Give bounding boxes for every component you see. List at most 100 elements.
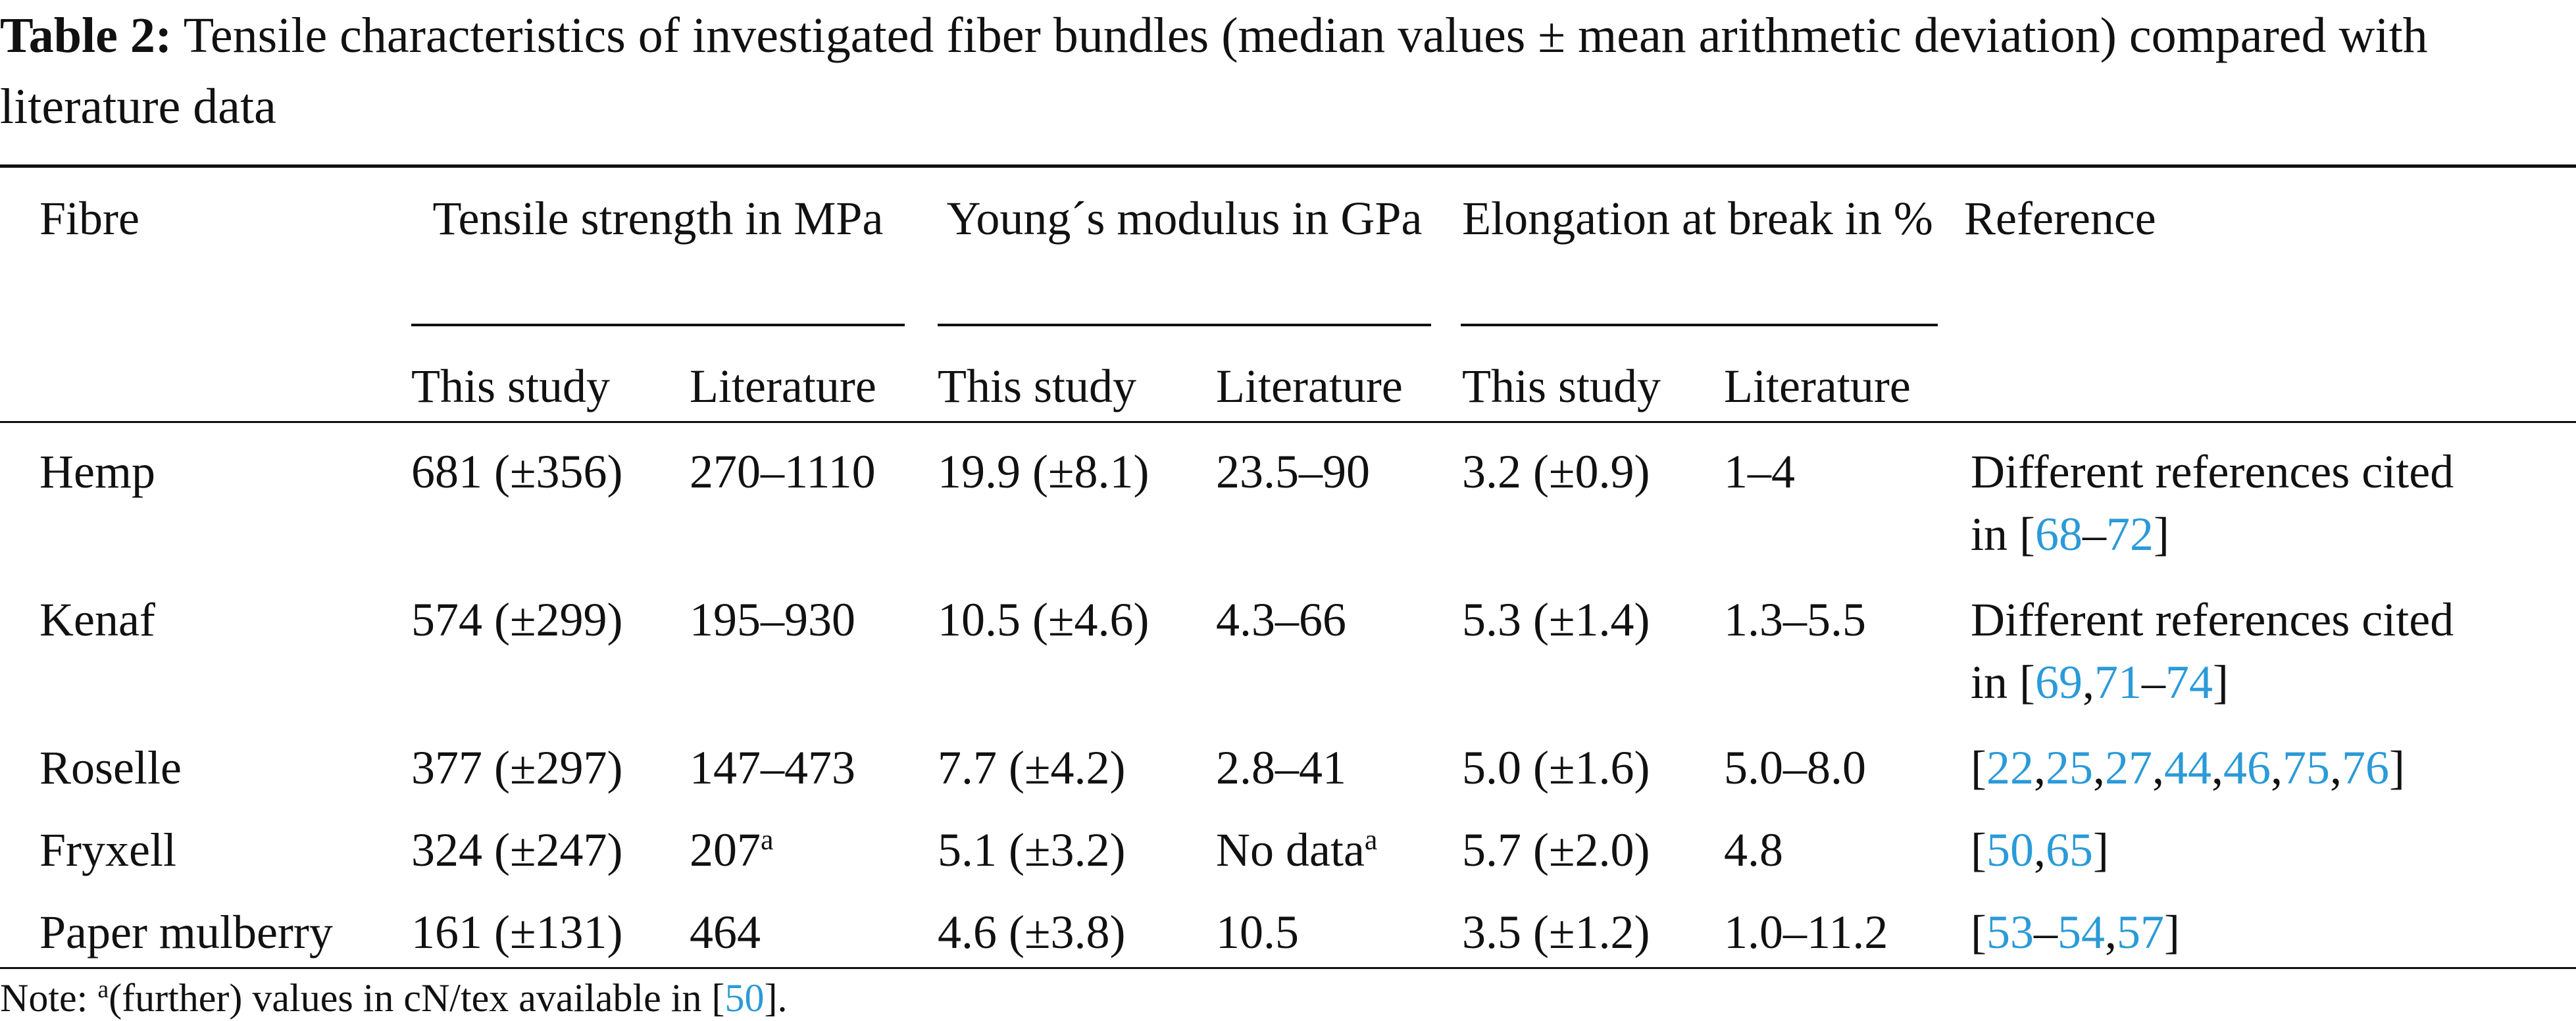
subheader-tensile-lit: Literature <box>690 360 876 412</box>
citation-link[interactable]: 22 <box>1986 741 2034 794</box>
table-caption: Table 2: Tensile characteristics of inve… <box>0 0 2566 142</box>
citation-link[interactable]: 54 <box>2057 906 2105 959</box>
ref-separator: , <box>2211 741 2223 794</box>
caption-label: Table 2: <box>0 8 172 63</box>
ref-separator: , <box>2082 656 2094 709</box>
ref-close: ] <box>2163 906 2180 959</box>
citation-link[interactable]: 74 <box>2165 656 2213 709</box>
ref-separator: – <box>2141 656 2165 709</box>
ref-line2-prefix: in [ <box>1971 508 2035 560</box>
row-fryxell-ym-lit: No dataa <box>1216 819 1377 882</box>
young-group-rule <box>938 324 1431 326</box>
ref-separator: , <box>2329 741 2342 794</box>
row-fryxell-ts-this: 324 (±247) <box>411 824 623 876</box>
citation-link[interactable]: 65 <box>2045 824 2093 876</box>
citation-link[interactable]: 50 <box>724 976 765 1020</box>
ref-open: [ <box>1971 906 1986 959</box>
row-paper-mulberry-ym-this: 4.6 (±3.8) <box>938 906 1126 959</box>
caption-text: Tensile characteristics of investigated … <box>0 8 2428 134</box>
row-hemp-ts-lit: 270–1110 <box>690 445 876 498</box>
row-paper-mulberry-fibre: Paper mulberry <box>39 906 333 959</box>
ref-close: ] <box>2212 656 2229 709</box>
note-text: (further) values in cN/tex available in … <box>109 976 725 1020</box>
citation-link[interactable]: 71 <box>2094 656 2142 709</box>
row-fryxell-ym-this: 5.1 (±3.2) <box>938 824 1126 876</box>
row-hemp-el-lit: 1–4 <box>1724 445 1795 498</box>
ref-open: [ <box>1971 741 1986 794</box>
citation-link[interactable]: 76 <box>2341 741 2389 794</box>
header-elongation: Elongation at break in % <box>1462 192 1933 245</box>
header-tensile: Tensile strength in MPa <box>432 192 884 245</box>
subheader-elong-lit: Literature <box>1724 360 1911 412</box>
citation-link[interactable]: 68 <box>2034 508 2083 560</box>
value: 207 <box>690 824 761 876</box>
elongation-group-rule <box>1461 324 1938 326</box>
citation-link[interactable]: 53 <box>1986 906 2034 959</box>
citation-link[interactable]: 44 <box>2163 741 2211 794</box>
row-hemp-el-this: 3.2 (±0.9) <box>1462 445 1650 498</box>
row-kenaf-fibre: Kenaf <box>39 593 155 646</box>
ref-separator: , <box>2270 741 2283 794</box>
ref-separator: , <box>2092 741 2105 794</box>
row-fryxell-el-this: 5.7 (±2.0) <box>1462 824 1650 876</box>
table-note: Note: a(further) values in cN/tex availa… <box>0 975 787 1021</box>
row-hemp-ym-lit: 23.5–90 <box>1216 445 1370 498</box>
row-fryxell-ts-lit: 207a <box>690 819 774 882</box>
citation-link[interactable]: 27 <box>2104 741 2152 794</box>
ref-close: ] <box>2092 824 2109 876</box>
row-hemp-ref: Different references cited in [68–72] <box>1971 441 2454 566</box>
row-kenaf-ym-lit: 4.3–66 <box>1216 593 1346 646</box>
citation-link[interactable]: 57 <box>2116 906 2164 959</box>
citation-link[interactable]: 50 <box>1986 824 2034 876</box>
row-paper-mulberry-el-this: 3.5 (±1.2) <box>1462 906 1650 959</box>
ref-open: [ <box>1971 824 1986 876</box>
row-fryxell-ref: [50,65] <box>1971 819 2109 882</box>
citation-link[interactable]: 72 <box>2106 508 2154 560</box>
ref-separator: – <box>2082 508 2106 560</box>
ref-separator: – <box>2033 906 2058 959</box>
row-hemp-fibre: Hemp <box>39 445 155 498</box>
bottom-rule <box>0 967 2576 969</box>
row-roselle-ref: [22,25,27,44,46,75,76] <box>1971 737 2405 799</box>
subheader-tensile-this: This study <box>411 360 611 412</box>
row-paper-mulberry-ts-lit: 464 <box>690 906 761 959</box>
header-young: Young´s modulus in GPa <box>946 192 1423 245</box>
row-roselle-fibre: Roselle <box>39 741 182 794</box>
note-suffix: ]. <box>764 976 788 1020</box>
ref-separator: , <box>2033 824 2046 876</box>
header-reference: Reference <box>1964 192 2156 245</box>
subheader-young-this: This study <box>938 360 1137 412</box>
row-kenaf-ym-this: 10.5 (±4.6) <box>938 593 1149 646</box>
subheader-elong-this: This study <box>1462 360 1661 412</box>
row-paper-mulberry-ym-lit: 10.5 <box>1216 906 1299 959</box>
citation-link[interactable]: 46 <box>2223 741 2271 794</box>
row-roselle-ym-lit: 2.8–41 <box>1216 741 1346 794</box>
ref-separator: , <box>2104 906 2117 959</box>
ref-close: ] <box>2153 508 2169 560</box>
row-roselle-el-this: 5.0 (±1.6) <box>1462 741 1650 794</box>
row-roselle-el-lit: 5.0–8.0 <box>1724 741 1866 794</box>
footnote-marker: a <box>761 824 774 856</box>
row-kenaf-ts-lit: 195–930 <box>690 593 855 646</box>
row-roselle-ts-lit: 147–473 <box>690 741 855 794</box>
row-kenaf-ref: Different references cited in [69,71–74] <box>1971 589 2454 714</box>
row-paper-mulberry-ref: [53–54,57] <box>1971 901 2180 964</box>
row-paper-mulberry-el-lit: 1.0–11.2 <box>1724 906 1888 959</box>
row-kenaf-ts-this: 574 (±299) <box>411 593 623 646</box>
tensile-group-rule <box>411 324 905 326</box>
footnote-marker: a <box>97 976 109 1003</box>
row-kenaf-el-this: 5.3 (±1.4) <box>1462 593 1650 646</box>
ref-separator: , <box>2033 741 2046 794</box>
ref-separator: , <box>2152 741 2164 794</box>
citation-link[interactable]: 75 <box>2282 741 2330 794</box>
footnote-marker: a <box>1364 824 1378 856</box>
value: No data <box>1216 824 1365 876</box>
row-roselle-ym-this: 7.7 (±4.2) <box>938 741 1126 794</box>
header-fibre: Fibre <box>39 192 139 245</box>
citation-link[interactable]: 69 <box>2034 656 2083 709</box>
ref-line1: Different references cited <box>1971 445 2454 498</box>
top-rule <box>0 164 2576 168</box>
row-fryxell-el-lit: 4.8 <box>1724 824 1783 876</box>
citation-link[interactable]: 25 <box>2045 741 2093 794</box>
